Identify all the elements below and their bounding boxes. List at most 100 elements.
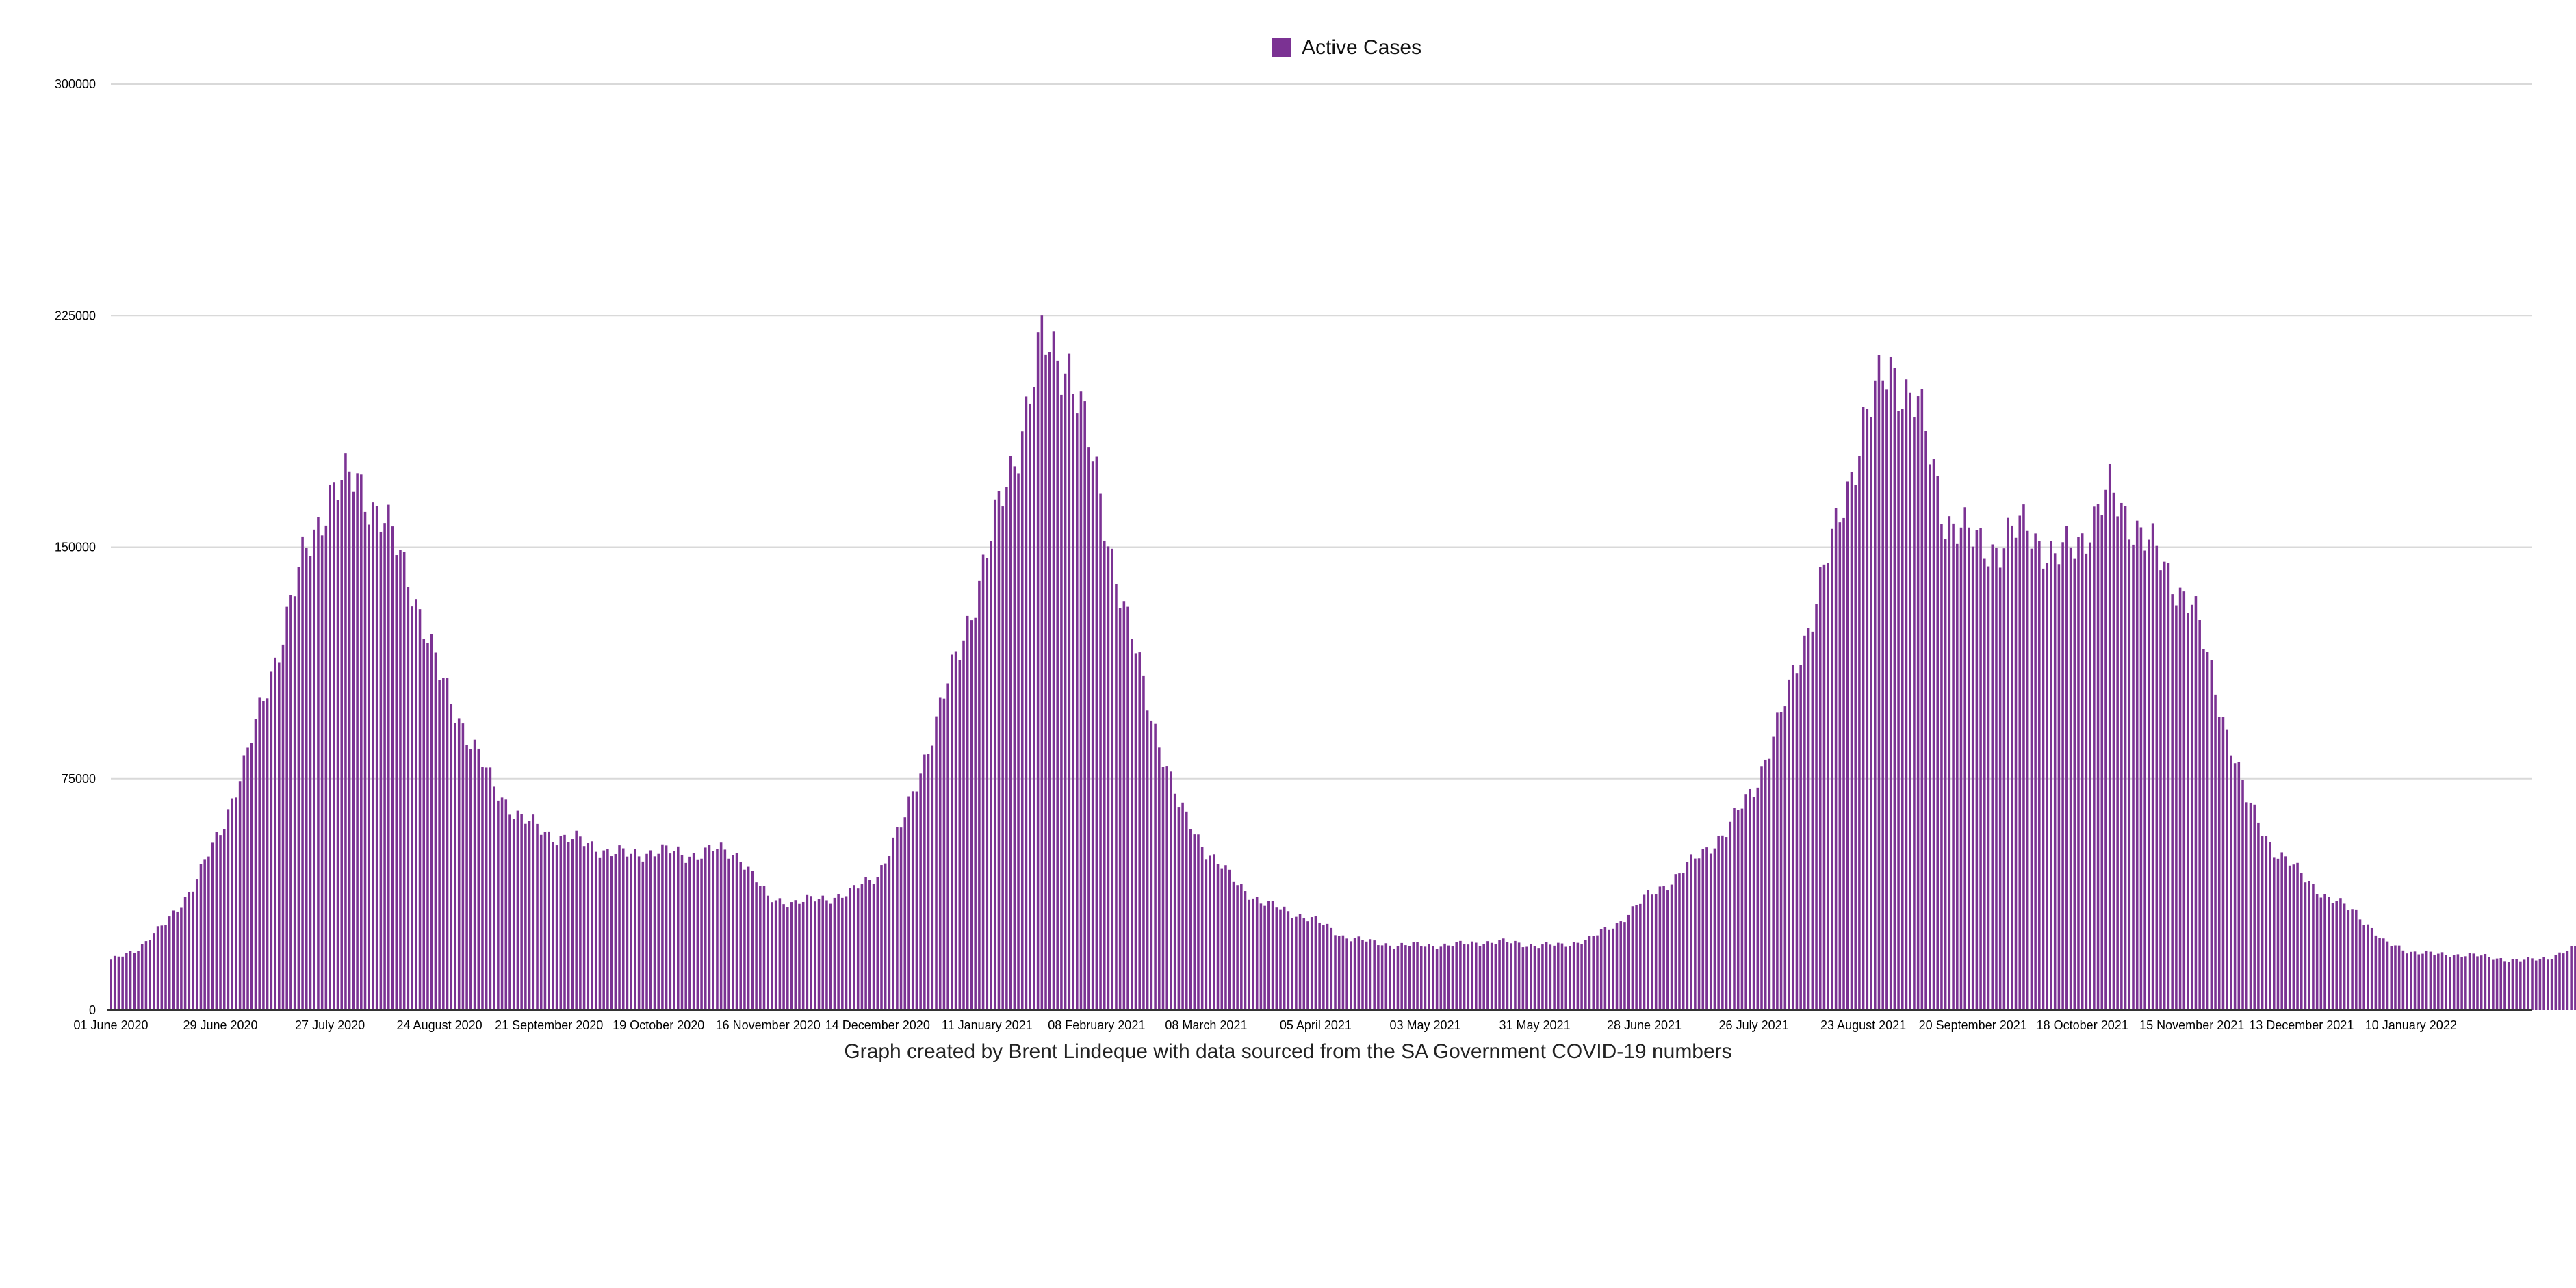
bar	[2472, 953, 2475, 1010]
bar	[935, 716, 938, 1010]
bar	[2550, 959, 2553, 1010]
bar	[923, 754, 926, 1010]
bar	[110, 959, 112, 1010]
bar	[493, 786, 495, 1010]
bar	[1131, 639, 1133, 1010]
bar	[1846, 481, 1849, 1010]
bar	[1838, 522, 1842, 1010]
bar	[708, 845, 711, 1010]
bar	[1435, 949, 1439, 1010]
bar	[2135, 520, 2139, 1010]
bar	[309, 556, 312, 1010]
bar	[692, 853, 695, 1010]
y-axis-tick-labels: 0 75000 150000 225000 300000	[55, 77, 96, 1017]
bar	[1416, 942, 1419, 1010]
bar	[946, 683, 949, 1010]
bar	[1384, 943, 1388, 1010]
bar	[2319, 897, 2323, 1010]
bar	[1651, 894, 1653, 1010]
bar	[2292, 864, 2295, 1010]
bar	[2390, 946, 2393, 1010]
bar	[1337, 936, 1341, 1010]
bar	[594, 851, 597, 1010]
bar	[1678, 873, 1681, 1010]
bar	[168, 916, 171, 1010]
bar	[2089, 542, 2091, 1010]
bar	[1146, 710, 1149, 1010]
bar	[2030, 548, 2033, 1010]
bar	[814, 901, 816, 1010]
bar	[2233, 763, 2237, 1010]
bar	[962, 640, 965, 1010]
bar	[1224, 865, 1227, 1010]
bar	[1232, 881, 1235, 1010]
bar	[986, 558, 989, 1010]
bar	[1064, 373, 1067, 1010]
bar	[688, 856, 691, 1010]
bar	[274, 657, 276, 1010]
bar	[2308, 881, 2310, 1010]
bar	[1185, 811, 1188, 1010]
bar	[2339, 898, 2342, 1010]
bar	[864, 877, 867, 1010]
bar	[559, 836, 563, 1010]
bar	[313, 529, 315, 1010]
bar	[829, 903, 832, 1010]
bar	[2378, 938, 2381, 1010]
bar	[1060, 394, 1063, 1010]
x-tick-label: 03 May 2021	[1389, 1018, 1460, 1032]
bar	[1404, 945, 1407, 1010]
bar	[1795, 673, 1799, 1010]
bar	[1216, 864, 1220, 1010]
bar	[2139, 527, 2143, 1010]
bar	[1530, 944, 1532, 1010]
bar	[2343, 903, 2346, 1010]
bar	[1963, 507, 1966, 1010]
bar	[1736, 810, 1740, 1010]
bar	[1459, 940, 1462, 1010]
bar	[2519, 961, 2522, 1010]
bar	[1330, 927, 1333, 1010]
bar	[665, 845, 668, 1010]
bar	[1866, 409, 1869, 1010]
bar	[317, 517, 320, 1010]
bar	[301, 536, 304, 1010]
bar	[1701, 849, 1705, 1010]
bar	[1948, 516, 1951, 1010]
bar	[1158, 747, 1161, 1010]
bar	[993, 499, 996, 1010]
bar	[305, 548, 308, 1010]
bar	[2269, 842, 2271, 1010]
bar	[1749, 788, 1751, 1010]
bar	[598, 857, 602, 1010]
bar	[469, 749, 472, 1010]
bar	[1451, 946, 1454, 1010]
bar	[1779, 712, 1783, 1010]
bar	[2386, 941, 2389, 1010]
bar	[254, 719, 257, 1010]
bar	[2194, 596, 2198, 1010]
bar	[215, 832, 218, 1010]
bar	[2187, 613, 2189, 1010]
x-tick-label: 16 November 2020	[716, 1018, 821, 1032]
bar	[657, 853, 660, 1010]
bar	[1709, 853, 1712, 1010]
x-tick-label: 18 October 2021	[2037, 1018, 2128, 1032]
bar	[1983, 558, 1986, 1010]
bar	[1287, 911, 1290, 1010]
bar	[1916, 396, 1920, 1010]
bar	[1432, 946, 1434, 1010]
bar	[2237, 762, 2241, 1010]
bar	[2093, 506, 2096, 1010]
bar	[1854, 485, 1857, 1010]
bar	[1447, 945, 1450, 1010]
bar	[1690, 854, 1692, 1010]
bar	[1553, 945, 1556, 1010]
bar	[1079, 391, 1083, 1010]
bar	[841, 897, 844, 1010]
bar	[899, 827, 903, 1010]
legend: Active Cases	[1272, 34, 1421, 62]
bar	[1306, 921, 1309, 1010]
bar	[1091, 461, 1094, 1010]
bar	[411, 606, 413, 1010]
